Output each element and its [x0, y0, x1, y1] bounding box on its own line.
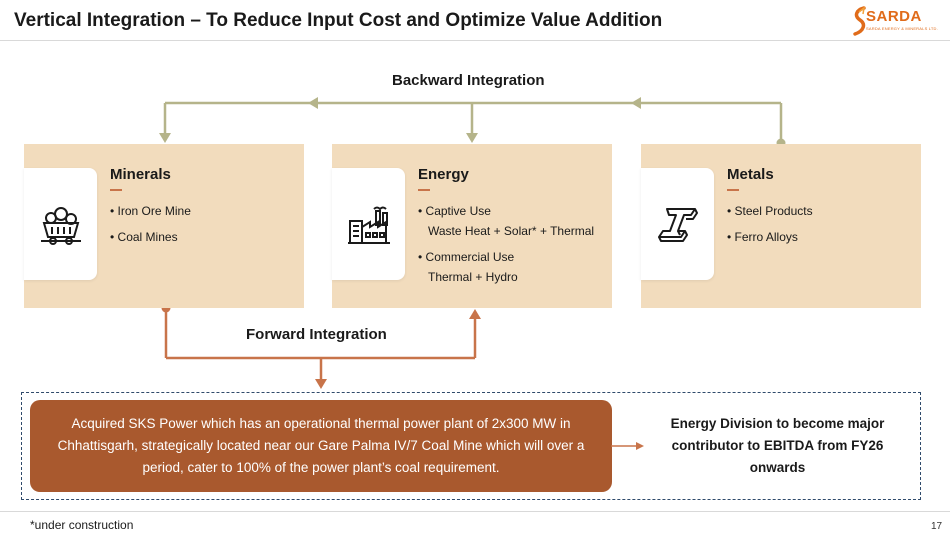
card-title: Metals	[727, 166, 774, 183]
card-item-list: • Steel Products • Ferro Alloys	[727, 201, 813, 253]
list-item: • Steel Products	[727, 204, 813, 218]
list-item: • Captive Use Waste Heat + Solar* + Therm…	[418, 201, 594, 241]
list-item-subtext: Thermal + Hydro	[428, 270, 518, 284]
forward-integration-label: Forward Integration	[246, 326, 387, 343]
list-item: • Iron Ore Mine	[110, 204, 191, 218]
forward-arrow-energy	[469, 309, 481, 319]
card-title-accent	[418, 189, 430, 191]
card-item-list: • Iron Ore Mine • Coal Mines	[110, 201, 191, 253]
outcome-text: Energy Division to become major contribu…	[670, 416, 885, 475]
backward-arrow-energy	[466, 133, 478, 143]
company-logo: SARDA SARDA ENERGY & MINERALS LTD.	[852, 6, 938, 38]
backward-mid-arrow-left	[308, 97, 318, 109]
title-divider	[0, 40, 950, 41]
card-energy: Energy • Captive Use Waste Heat + Solar* …	[332, 144, 612, 308]
logo-mark-icon	[853, 6, 866, 36]
list-item-text: Iron Ore Mine	[117, 204, 191, 218]
forward-arrow-down	[315, 379, 327, 389]
list-item: • Coal Mines	[110, 230, 178, 244]
list-item-text: Steel Products	[734, 204, 813, 218]
list-item-text: Ferro Alloys	[734, 230, 798, 244]
mine-cart-icon	[40, 207, 81, 245]
card-icon-box	[332, 168, 405, 280]
acquisition-panel	[21, 392, 921, 500]
backward-mid-arrow-right	[631, 97, 641, 109]
card-title: Energy	[418, 166, 469, 183]
card-icon-box	[641, 168, 714, 280]
outcome-arrow-icon	[611, 442, 644, 450]
list-item-subtext: Waste Heat + Solar* + Thermal	[428, 224, 595, 238]
list-item-text: Coal Mines	[117, 230, 178, 244]
list-item-text: Captive Use	[425, 204, 491, 218]
list-item: • Commercial Use Thermal + Hydro	[418, 247, 594, 287]
backward-arrow-minerals	[159, 133, 171, 143]
acquisition-text: Acquired SKS Power which has an operatio…	[57, 416, 585, 475]
list-item: • Ferro Alloys	[727, 230, 798, 244]
steel-beam-icon	[657, 208, 698, 242]
forward-integration-connector	[164, 308, 477, 380]
card-title-accent	[727, 189, 739, 191]
footnote: *under construction	[30, 518, 134, 532]
footer-divider	[0, 511, 950, 512]
card-title: Minerals	[110, 166, 171, 183]
list-item-text: Commercial Use	[425, 250, 515, 264]
card-icon-box	[24, 168, 97, 280]
page-number: 17	[931, 521, 943, 532]
card-metals: Metals • Steel Products • Ferro Alloys	[641, 144, 921, 308]
backward-integration-label: Backward Integration	[392, 72, 545, 89]
card-title-accent	[110, 189, 122, 191]
card-item-list: • Captive Use Waste Heat + Solar* + Therm…	[418, 201, 594, 293]
power-plant-icon	[347, 206, 390, 244]
logo-wordmark: SARDA	[866, 8, 922, 25]
logo-tagline: SARDA ENERGY & MINERALS LTD.	[866, 26, 938, 31]
backward-integration-connector	[163, 101, 783, 143]
slide-title: Vertical Integration – To Reduce Input C…	[14, 10, 663, 31]
acquisition-callout: Acquired SKS Power which has an operatio…	[30, 400, 612, 492]
card-minerals: Minerals • Iron Ore Mine • Coal Mines	[24, 144, 304, 308]
